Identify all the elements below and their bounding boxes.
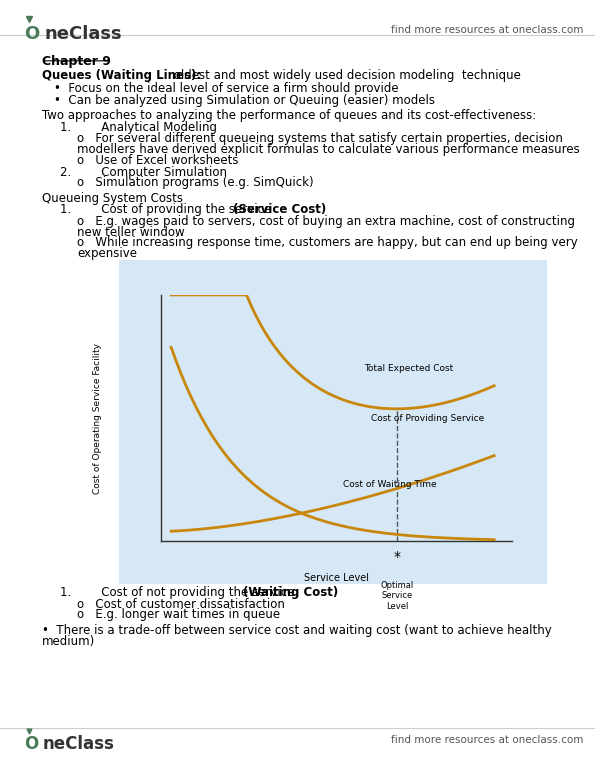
Text: neClass: neClass	[43, 735, 115, 753]
Text: o   E.g. longer wait times in queue: o E.g. longer wait times in queue	[77, 608, 280, 621]
Text: o   E.g. wages paid to servers, cost of buying an extra machine, cost of constru: o E.g. wages paid to servers, cost of bu…	[77, 215, 575, 228]
Text: expensive: expensive	[77, 247, 137, 260]
Text: oldest and most widely used decision modeling  technique: oldest and most widely used decision mod…	[170, 69, 521, 82]
Text: Optimal
Service
Level: Optimal Service Level	[380, 581, 414, 611]
Text: Queues (Waiting Lines):: Queues (Waiting Lines):	[42, 69, 201, 82]
Text: Cost of Providing Service: Cost of Providing Service	[371, 413, 484, 423]
Text: o   While increasing response time, customers are happy, but can end up being ve: o While increasing response time, custom…	[77, 236, 578, 249]
Text: Cost of Operating Service Facility: Cost of Operating Service Facility	[93, 343, 102, 494]
Text: o   Cost of customer dissatisfaction: o Cost of customer dissatisfaction	[77, 598, 285, 611]
Text: *: *	[393, 550, 400, 564]
Text: neClass: neClass	[45, 25, 122, 42]
Text: o   Use of Excel worksheets: o Use of Excel worksheets	[77, 154, 239, 167]
Text: Total Expected Cost: Total Expected Cost	[364, 364, 453, 373]
Text: O: O	[24, 25, 39, 42]
Text: 1.        Cost of not providing the service: 1. Cost of not providing the service	[60, 586, 298, 599]
Text: find more resources at oneclass.com: find more resources at oneclass.com	[391, 735, 583, 745]
Text: Two approaches to analyzing the performance of queues and its cost-effectiveness: Two approaches to analyzing the performa…	[42, 109, 536, 122]
Text: O: O	[24, 735, 38, 753]
Text: Queueing System Costs: Queueing System Costs	[42, 192, 183, 205]
Text: (Waiting Cost): (Waiting Cost)	[243, 586, 339, 599]
Text: modellers have derived explicit formulas to calculate various performance measur: modellers have derived explicit formulas…	[77, 143, 580, 156]
Text: 1.        Cost of providing the service: 1. Cost of providing the service	[60, 203, 274, 216]
Text: (Service Cost): (Service Cost)	[233, 203, 327, 216]
Text: medium): medium)	[42, 635, 95, 648]
Text: o   For several different queueing systems that satisfy certain properties, deci: o For several different queueing systems…	[77, 132, 563, 146]
Text: find more resources at oneclass.com: find more resources at oneclass.com	[391, 25, 583, 35]
Text: 1.        Analytical Modeling: 1. Analytical Modeling	[60, 121, 217, 134]
Text: 2.        Computer Simulation: 2. Computer Simulation	[60, 166, 227, 179]
Text: Chapter 9: Chapter 9	[42, 55, 111, 69]
Text: •  Focus on the ideal level of service a firm should provide: • Focus on the ideal level of service a …	[54, 82, 398, 95]
FancyBboxPatch shape	[119, 260, 547, 584]
Text: •  There is a trade-off between service cost and waiting cost (want to achieve h: • There is a trade-off between service c…	[42, 624, 552, 638]
Text: o   Simulation programs (e.g. SimQuick): o Simulation programs (e.g. SimQuick)	[77, 176, 314, 189]
Text: Cost of Waiting Time: Cost of Waiting Time	[343, 480, 437, 489]
Text: •  Can be analyzed using Simulation or Queuing (easier) models: • Can be analyzed using Simulation or Qu…	[54, 94, 434, 107]
Text: new teller window: new teller window	[77, 226, 185, 239]
Text: Service Level: Service Level	[303, 574, 369, 584]
